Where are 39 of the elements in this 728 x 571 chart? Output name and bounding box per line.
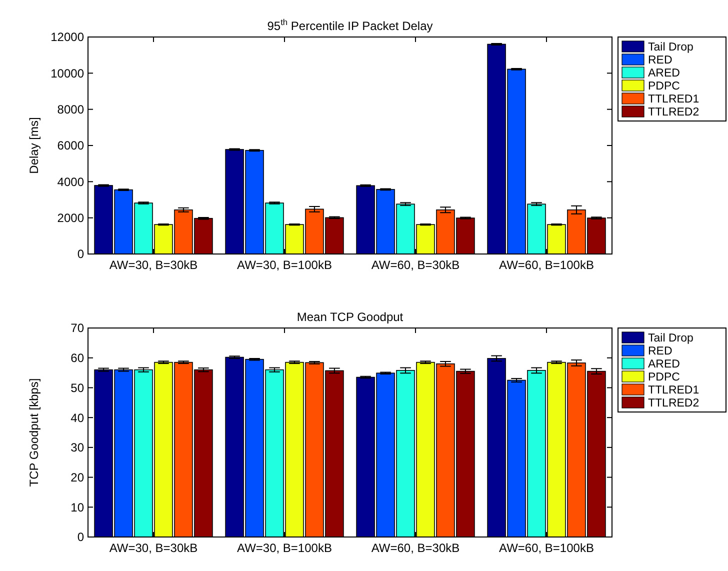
x-tick-label: AW=30, B=100kB — [237, 258, 332, 272]
x-tick-label: AW=60, B=100kB — [499, 541, 594, 555]
legend-label: Tail Drop — [648, 332, 694, 345]
legend-label: RED — [648, 54, 672, 67]
y-tick-label: 8000 — [57, 102, 84, 117]
y-axis-title: Delay [ms] — [27, 117, 41, 174]
legend-label: TTLRED2 — [648, 398, 700, 410]
chart-title: Mean TCP Goodput — [296, 310, 404, 324]
y-tick-label: 0 — [77, 530, 84, 544]
y-tick-label: 20 — [70, 470, 84, 484]
x-tick-label: AW=30, B=30kB — [109, 258, 198, 272]
legend-label: RED — [648, 346, 672, 358]
legend-label: TTLRED1 — [648, 384, 700, 397]
chart-title: 95$^{th}$ Percentile IP Packet Delay — [267, 17, 433, 33]
y-tick-label: 12000 — [50, 30, 84, 44]
y-axis-title: TCP Goodput [kbps] — [27, 378, 41, 487]
y-tick-label: 2000 — [57, 211, 84, 226]
legend-label: TTLRED2 — [648, 106, 700, 119]
x-tick-label: AW=30, B=100kB — [237, 541, 332, 555]
legend-label: ARED — [648, 358, 680, 371]
y-tick-label: 6000 — [57, 138, 84, 153]
y-tick-label: 60 — [70, 351, 84, 366]
x-tick-label: AW=30, B=30kB — [109, 541, 198, 555]
legend-label: Tail Drop — [648, 42, 694, 54]
x-tick-label: AW=60, B=100kB — [499, 258, 594, 272]
y-tick-label: 70 — [70, 321, 84, 336]
y-tick-label: 10000 — [50, 66, 84, 80]
legend-label: PDPC — [648, 80, 680, 93]
legend-label: TTLRED1 — [648, 94, 700, 106]
x-tick-label: AW=60, B=30kB — [371, 541, 460, 555]
x-tick-label: AW=60, B=30kB — [371, 258, 460, 272]
y-tick-label: 10 — [70, 500, 84, 514]
y-tick-label: 50 — [70, 380, 84, 395]
legend-label: PDPC — [648, 372, 680, 384]
y-tick-label: 0 — [77, 247, 84, 262]
y-tick-label: 4000 — [57, 174, 84, 189]
y-tick-label: 40 — [70, 410, 84, 425]
legend-label: ARED — [648, 68, 680, 80]
y-tick-label: 30 — [70, 440, 84, 455]
